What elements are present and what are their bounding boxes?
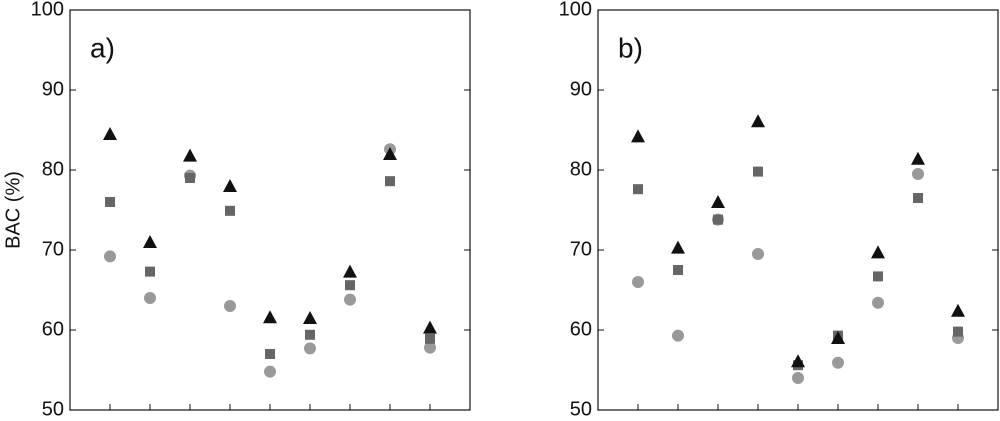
y-tick-label: 70 <box>570 238 592 260</box>
square-marker <box>145 266 155 277</box>
panel-label: a) <box>90 32 115 63</box>
y-tick-label: 80 <box>42 158 64 180</box>
circle-marker <box>264 365 276 378</box>
triangle-marker <box>223 179 237 192</box>
y-tick-label: 70 <box>42 238 64 260</box>
circle-marker <box>144 292 156 304</box>
square-marker <box>713 214 723 225</box>
plot-frame <box>597 9 999 411</box>
square-marker <box>953 326 963 337</box>
triangle-marker <box>871 245 885 259</box>
triangle-marker <box>423 320 437 334</box>
circle-marker <box>344 293 356 306</box>
y-tick-label: 60 <box>570 318 592 340</box>
triangle-marker <box>383 147 397 160</box>
square-marker <box>185 173 195 183</box>
triangle-marker <box>711 195 725 208</box>
triangle-marker <box>103 127 117 140</box>
square-marker <box>305 329 315 340</box>
triangle-marker <box>631 129 645 143</box>
y-tick-label: 80 <box>570 158 592 180</box>
triangle-marker <box>671 240 685 254</box>
circle-marker <box>912 168 924 180</box>
y-axis-label: BAC (%) <box>2 171 24 249</box>
square-marker <box>345 280 355 291</box>
triangle-marker <box>343 264 357 278</box>
square-marker <box>913 193 923 203</box>
circle-marker <box>832 356 844 369</box>
triangle-marker <box>303 311 317 324</box>
circle-marker <box>104 250 116 263</box>
square-marker <box>873 271 883 282</box>
triangle-marker <box>143 235 157 248</box>
square-marker <box>633 184 643 195</box>
square-marker <box>753 166 763 177</box>
y-tick-label: 90 <box>42 78 64 100</box>
square-marker <box>105 197 115 207</box>
triangle-marker <box>183 148 197 162</box>
circle-marker <box>424 341 436 354</box>
y-tick-label: 50 <box>570 398 592 420</box>
square-marker <box>673 265 683 275</box>
triangle-marker <box>263 310 277 324</box>
triangle-marker <box>751 114 765 128</box>
y-tick-label: 60 <box>42 318 64 340</box>
circle-marker <box>304 342 316 355</box>
triangle-marker <box>951 303 965 317</box>
square-marker <box>225 205 235 216</box>
circle-marker <box>752 248 764 260</box>
y-tick-label: 90 <box>570 78 592 100</box>
triangle-marker <box>911 151 925 165</box>
circle-marker <box>872 296 884 309</box>
panel-label: b) <box>618 32 643 63</box>
triangle-marker <box>791 354 805 368</box>
circle-marker <box>632 276 644 288</box>
square-marker <box>425 333 435 344</box>
circle-marker <box>792 372 804 384</box>
triangle-marker <box>831 331 845 344</box>
y-tick-label: 100 <box>559 0 592 20</box>
circle-marker <box>224 300 236 312</box>
circle-marker <box>672 329 684 342</box>
square-marker <box>385 176 395 187</box>
y-tick-label: 50 <box>42 398 64 420</box>
y-tick-label: 100 <box>31 0 64 20</box>
square-marker <box>265 349 275 359</box>
